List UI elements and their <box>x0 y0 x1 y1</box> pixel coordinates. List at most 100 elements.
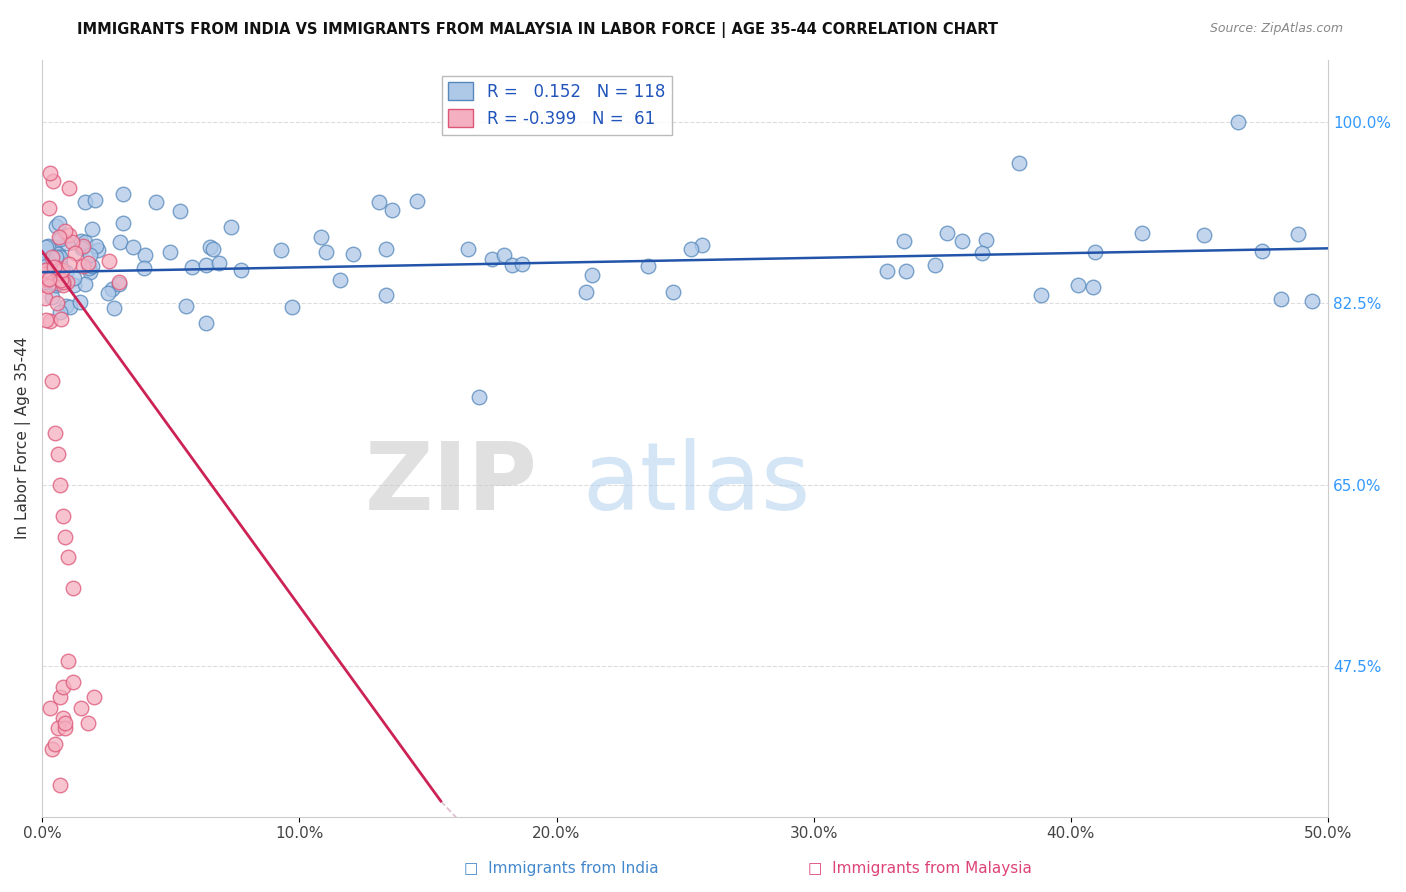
Point <box>46 261 69 276</box>
Point <box>41 250 63 264</box>
Point <box>367 194 389 209</box>
Point <box>77 716 100 731</box>
Point <box>38 272 60 286</box>
Point <box>63 277 86 292</box>
Point <box>510 257 533 271</box>
Point <box>37 264 59 278</box>
Point <box>34 291 56 305</box>
Point <box>53 722 76 736</box>
Point <box>198 240 221 254</box>
Point <box>73 235 96 249</box>
Point <box>42 264 65 278</box>
Point <box>63 271 86 285</box>
Point <box>48 250 70 264</box>
Point <box>34 263 56 277</box>
Point <box>97 286 120 301</box>
Point <box>45 219 67 233</box>
Y-axis label: In Labor Force | Age 35-44: In Labor Force | Age 35-44 <box>15 337 31 540</box>
Point <box>58 257 80 271</box>
Point <box>37 255 59 269</box>
Point <box>924 259 946 273</box>
Point <box>1270 293 1292 307</box>
Point <box>42 174 65 188</box>
Point <box>70 234 93 248</box>
Point <box>52 277 75 292</box>
Point <box>1081 279 1104 293</box>
Point <box>53 530 76 544</box>
Point <box>1066 278 1088 293</box>
Point <box>34 271 56 285</box>
Point <box>35 251 58 265</box>
Point <box>195 258 218 272</box>
Point <box>1301 294 1323 309</box>
Point <box>950 234 973 248</box>
Point <box>41 257 63 271</box>
Point <box>974 233 997 247</box>
Point <box>49 477 72 491</box>
Point <box>87 244 110 258</box>
Point <box>34 275 56 289</box>
Point <box>51 311 73 326</box>
Point <box>79 248 101 262</box>
Point <box>44 737 66 751</box>
Point <box>34 257 56 271</box>
Point <box>72 239 94 253</box>
Point <box>37 278 59 293</box>
Point <box>111 186 134 201</box>
Point <box>111 216 134 230</box>
Point <box>35 313 58 327</box>
Point <box>52 680 75 694</box>
Point <box>681 242 703 256</box>
Point <box>45 250 67 264</box>
Point <box>52 711 75 725</box>
Point <box>37 244 59 259</box>
Point <box>48 266 70 280</box>
Point <box>44 240 66 254</box>
Point <box>55 264 77 278</box>
Point <box>690 237 713 252</box>
Point <box>41 374 63 388</box>
Point <box>45 277 67 292</box>
Point <box>181 260 204 274</box>
Point <box>1194 228 1216 243</box>
Point <box>58 228 80 243</box>
Point <box>62 582 84 596</box>
Point <box>49 232 72 246</box>
Point <box>207 256 229 270</box>
Point <box>63 246 86 260</box>
Point <box>42 269 65 284</box>
Point <box>49 261 72 276</box>
Point <box>501 258 523 272</box>
Point <box>46 722 69 736</box>
Point <box>34 275 56 289</box>
Point <box>82 259 104 273</box>
Point <box>52 275 75 289</box>
Text: Source: ZipAtlas.com: Source: ZipAtlas.com <box>1209 22 1343 36</box>
Point <box>122 240 145 254</box>
Point <box>893 234 915 248</box>
Text: □  Immigrants from Malaysia: □ Immigrants from Malaysia <box>808 861 1032 876</box>
Point <box>42 252 65 267</box>
Point <box>132 260 155 275</box>
Point <box>1008 156 1031 170</box>
Point <box>79 264 101 278</box>
Point <box>108 277 131 291</box>
Point <box>58 301 80 315</box>
Point <box>34 264 56 278</box>
Point <box>84 239 107 253</box>
Point <box>894 264 917 278</box>
Point <box>75 195 97 210</box>
Point <box>281 301 304 315</box>
Point <box>34 268 56 283</box>
Point <box>42 258 65 272</box>
Point <box>97 253 120 268</box>
Point <box>41 289 63 303</box>
Point <box>84 193 107 207</box>
Point <box>34 267 56 281</box>
Point <box>1084 245 1107 260</box>
Point <box>35 259 58 273</box>
Point <box>103 301 125 315</box>
Point <box>49 250 72 264</box>
Point <box>637 259 659 273</box>
Point <box>375 242 398 256</box>
